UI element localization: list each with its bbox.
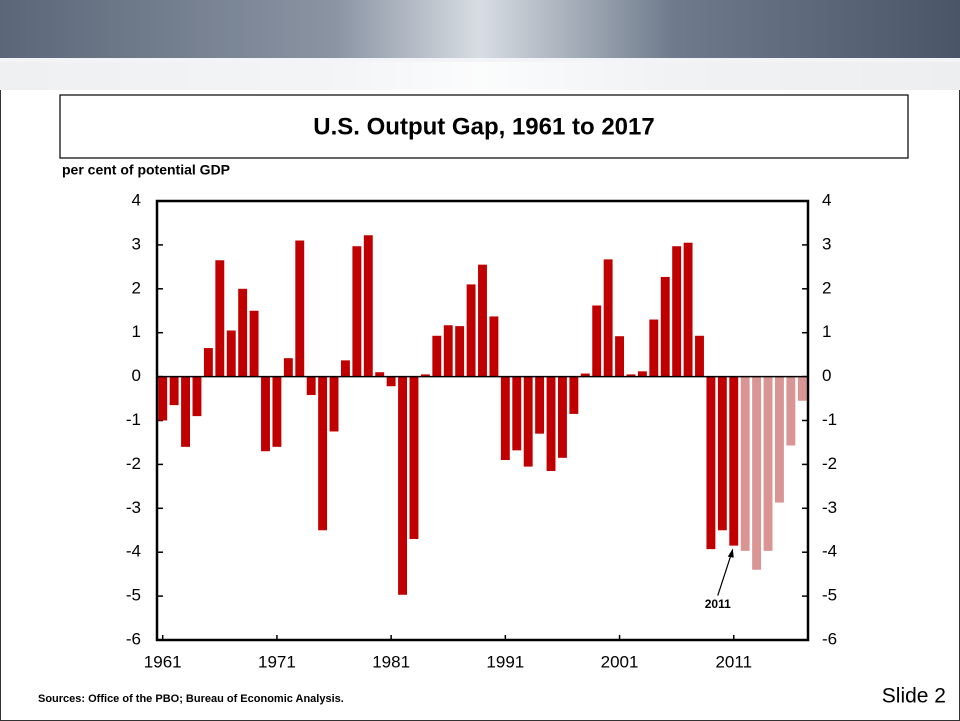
plot-frame [155, 199, 810, 642]
bar [409, 376, 419, 540]
y2-tick-label: 4 [822, 190, 831, 209]
y2-tick-label: -6 [822, 629, 837, 648]
bar [695, 335, 704, 377]
bar [535, 376, 545, 434]
bar [261, 376, 270, 452]
bar [283, 358, 293, 377]
bar [729, 376, 739, 546]
annotation: 2011 [705, 597, 731, 611]
bar [238, 288, 248, 377]
y-tick-label: -5 [126, 586, 141, 605]
x-tick-label: 1981 [372, 652, 410, 671]
bar [466, 284, 476, 377]
bar [420, 374, 430, 377]
bar [717, 376, 727, 531]
bar [158, 376, 168, 421]
annotation-arrow [717, 549, 734, 596]
bar [774, 376, 784, 503]
y-tick-label: 2 [132, 278, 141, 297]
y2-tick-label: -3 [822, 498, 837, 517]
bar [546, 376, 556, 471]
bar [660, 276, 670, 377]
bar [752, 376, 762, 570]
bar [386, 376, 396, 387]
bar [740, 376, 750, 551]
x-tick-label: 1991 [486, 652, 524, 671]
y-tick-label: 3 [132, 234, 141, 253]
bar [249, 310, 259, 377]
bar [306, 376, 316, 396]
bar [637, 371, 647, 377]
bar [203, 348, 213, 377]
bar [375, 372, 385, 377]
bar [603, 259, 613, 377]
bar [569, 376, 579, 414]
bar [512, 376, 522, 451]
y2-tick-label: -5 [822, 586, 837, 605]
bar [557, 376, 567, 458]
bar [649, 319, 659, 377]
x-tick-label: 2011 [715, 652, 752, 671]
bar [615, 336, 625, 377]
y-tick-label: -3 [126, 498, 141, 517]
bar [797, 376, 807, 401]
bar [192, 376, 202, 417]
bar [706, 376, 716, 550]
bar [226, 330, 236, 377]
y2-tick-label: 1 [822, 322, 831, 341]
bar [398, 376, 408, 595]
bar [455, 326, 465, 377]
bar [763, 376, 773, 551]
bar [432, 335, 442, 377]
y2-tick-label: 2 [822, 278, 831, 297]
y-tick-label: 4 [132, 190, 141, 209]
x-tick-label: 1971 [258, 652, 296, 671]
bar [672, 246, 682, 377]
sources: Sources: Office of the PBO; Bureau of Ec… [38, 693, 344, 705]
title-box [59, 94, 909, 159]
bar [580, 373, 590, 377]
bar [592, 305, 602, 377]
x-tick-label: 2001 [601, 652, 639, 671]
bar [181, 376, 191, 447]
bar [478, 264, 487, 377]
y-tick-label: 1 [132, 322, 141, 341]
y2-tick-label: 0 [822, 366, 831, 385]
chart-title: U.S. Output Gap, 1961 to 2017 [313, 113, 654, 140]
y2-tick-label: -4 [822, 542, 837, 561]
annotation-arrowhead [727, 548, 734, 558]
y-tick-label: -1 [126, 410, 141, 429]
y-tick-label: -6 [126, 629, 141, 648]
y-axis-label: per cent of potential GDP [62, 162, 230, 178]
bar [626, 374, 636, 377]
bar [352, 246, 362, 377]
bar [215, 260, 225, 377]
bar [295, 240, 305, 377]
bar [523, 376, 533, 467]
y-tick-label: -4 [126, 542, 141, 561]
y2-tick-label: -1 [822, 410, 837, 429]
header-stripe [0, 58, 960, 62]
bar [318, 376, 328, 531]
y2-tick-label: 3 [822, 234, 831, 253]
bar [683, 242, 693, 377]
bar [340, 360, 350, 377]
y2-tick-label: -2 [822, 454, 837, 473]
bar [329, 376, 339, 432]
y-tick-label: 0 [132, 366, 141, 385]
bar [443, 325, 453, 377]
x-tick-label: 1961 [144, 652, 182, 671]
bar [169, 376, 179, 406]
bar [500, 376, 510, 461]
slide-label: Slide 2 [882, 685, 946, 708]
bar [786, 376, 796, 446]
bar [272, 376, 282, 447]
header-fade [0, 62, 960, 90]
bar [489, 316, 499, 377]
bar [363, 235, 373, 377]
y-tick-label: -2 [126, 454, 141, 473]
